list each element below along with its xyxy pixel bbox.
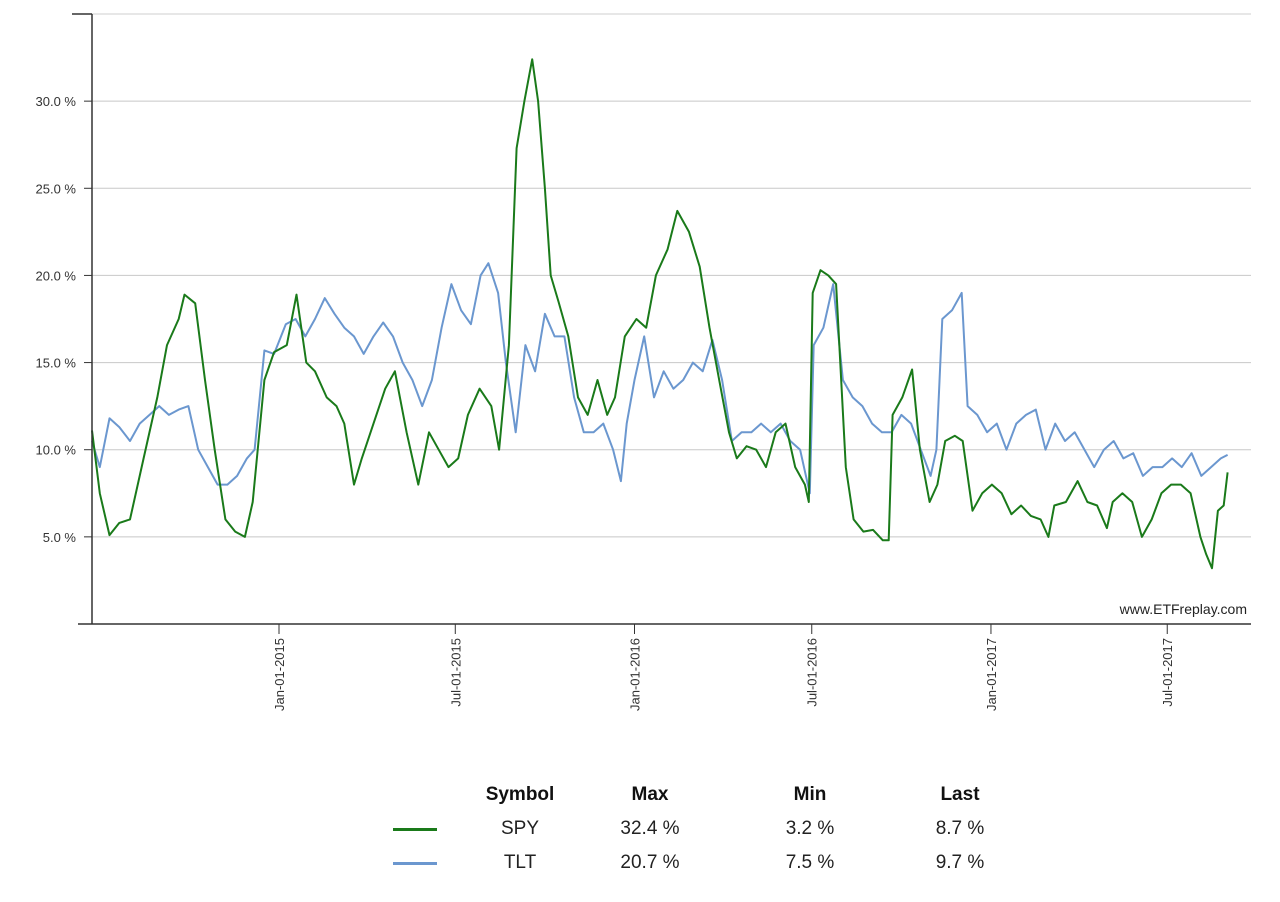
grid-lines (92, 13, 1251, 538)
series-lines (91, 58, 1229, 570)
legend-symbol: SPY (500, 818, 540, 839)
legend-swatch-cell (380, 827, 450, 831)
legend-row-spy: SPY 32.4 % 3.2 % 8.7 % (380, 812, 1040, 846)
x-axis-ticks: Jan-01-2015 Jul-01-2015 Jan-01-2016 Jul-01-… (272, 624, 1175, 711)
legend-min: 3.2 % (785, 818, 835, 839)
x-tick-label: Jul-01-2015 (448, 638, 463, 707)
legend-swatch-cell (380, 861, 450, 865)
y-axis-ticks: 5.0 % 10.0 % 15.0 % 20.0 % 25.0 % 30.0 % (36, 94, 92, 545)
y-tick-label: 20.0 % (36, 268, 77, 283)
y-tick-label: 10.0 % (36, 443, 77, 458)
legend-table: Symbol Max Min Last SPY 32.4 % 3.2 % 8.7… (380, 778, 1040, 888)
legend-header-min: Min (793, 784, 827, 805)
series-line-spy (91, 58, 1229, 570)
legend-last: 9.7 % (935, 852, 985, 873)
x-tick-label: Jan-01-2015 (272, 638, 287, 711)
y-tick-label: 25.0 % (36, 181, 77, 196)
x-tick-label: Jul-01-2017 (1160, 638, 1175, 707)
tlt-line-swatch (393, 861, 437, 865)
legend-header-last: Last (940, 784, 980, 805)
legend-header-symbol: Symbol (485, 784, 555, 805)
x-tick-label: Jan-01-2017 (984, 638, 999, 711)
legend-symbol: TLT (503, 852, 537, 873)
y-tick-label: 5.0 % (43, 530, 77, 545)
legend-header-max: Max (631, 784, 669, 805)
x-tick-label: Jan-01-2016 (627, 638, 642, 711)
legend-header-row: Symbol Max Min Last (380, 778, 1040, 812)
volatility-chart: 5.0 % 10.0 % 15.0 % 20.0 % 25.0 % 30.0 % Jan-… (36, 13, 1251, 711)
legend-min: 7.5 % (785, 852, 835, 873)
spy-line-swatch (393, 827, 437, 831)
series-line-tlt (91, 262, 1229, 495)
y-tick-label: 15.0 % (36, 356, 77, 371)
legend-last: 8.7 % (935, 818, 985, 839)
y-tick-label: 30.0 % (36, 94, 77, 109)
legend-row-tlt: TLT 20.7 % 7.5 % 9.7 % (380, 846, 1040, 880)
watermark: www.ETFreplay.com (1119, 601, 1247, 617)
x-tick-label: Jul-01-2016 (805, 638, 820, 707)
legend-max: 20.7 % (620, 852, 680, 873)
legend-max: 32.4 % (620, 818, 680, 839)
